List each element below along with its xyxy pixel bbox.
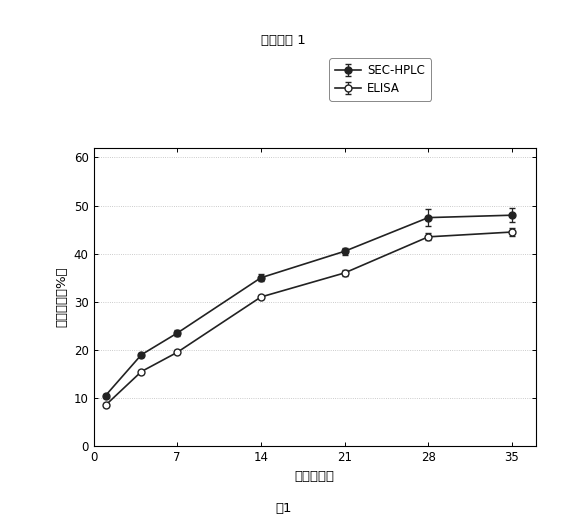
Legend: SEC-HPLC, ELISA: SEC-HPLC, ELISA [329,58,431,101]
Text: 図1: 図1 [275,502,292,515]
Text: 製劑番号 1: 製劑番号 1 [261,34,306,48]
Y-axis label: 累積放出（%）: 累積放出（%） [55,267,68,327]
X-axis label: 時間（日）: 時間（日） [295,469,335,483]
